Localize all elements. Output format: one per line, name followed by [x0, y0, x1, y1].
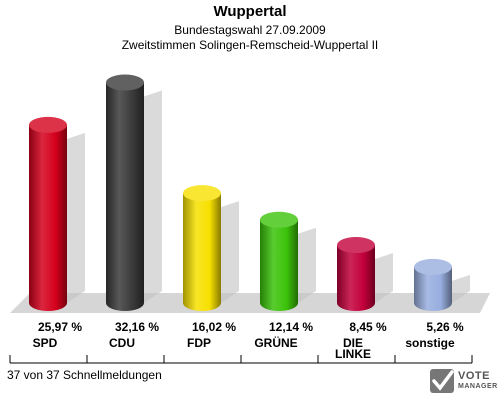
- value-label-fdp: 16,02 %: [192, 320, 236, 334]
- bar-cdu: [106, 82, 144, 311]
- value-label-grüne: 12,14 %: [269, 320, 313, 334]
- bar-top-spd: [29, 116, 67, 133]
- bar-shadow-sonstige: [452, 274, 470, 303]
- logo-text-manager: MANAGER: [458, 383, 498, 390]
- bar-grüne: [260, 219, 298, 311]
- bar-shadow-cdu: [144, 90, 162, 303]
- bar-top-grüne: [260, 211, 298, 228]
- bar-die-linke: [337, 245, 375, 311]
- bar-top-die-linke: [337, 237, 375, 254]
- bar-shadow-grüne: [298, 227, 316, 303]
- vote-manager-logo-icon: [430, 369, 454, 393]
- value-label-sonstige: 5,26 %: [426, 320, 464, 334]
- bar-top-sonstige: [414, 258, 452, 275]
- bar-fdp: [183, 193, 221, 311]
- chart-subtitle-constituency: Zweitstimmen Solingen-Remscheid-Wupperta…: [121, 38, 379, 52]
- category-label-die-linke: DIE LINKE: [335, 336, 371, 361]
- bar-shadow-fdp: [221, 201, 239, 303]
- bar-sonstige: [414, 266, 452, 311]
- bar-top-fdp: [183, 185, 221, 202]
- report-count: 37 von 37 Schnellmeldungen: [7, 368, 162, 382]
- bar-top-cdu: [106, 74, 144, 91]
- value-label-die-linke: 8,45 %: [349, 320, 387, 334]
- value-label-spd: 25,97 %: [38, 320, 82, 334]
- logo-text-vote: VOTE: [458, 370, 490, 382]
- chart-title: Wuppertal: [213, 3, 287, 20]
- category-label-sonstige: sonstige: [405, 336, 455, 350]
- value-label-cdu: 32,16 %: [115, 320, 159, 334]
- category-label-fdp: FDP: [187, 336, 211, 350]
- bar-spd: [29, 124, 67, 311]
- bar-shadow-die-linke: [375, 253, 393, 303]
- category-label-spd: SPD: [33, 336, 58, 350]
- chart-subtitle-election: Bundestagswahl 27.09.2009: [174, 23, 326, 37]
- category-label-cdu: CDU: [109, 336, 135, 350]
- category-label-grüne: GRÜNE: [254, 335, 297, 350]
- bar-shadow-spd: [67, 132, 85, 303]
